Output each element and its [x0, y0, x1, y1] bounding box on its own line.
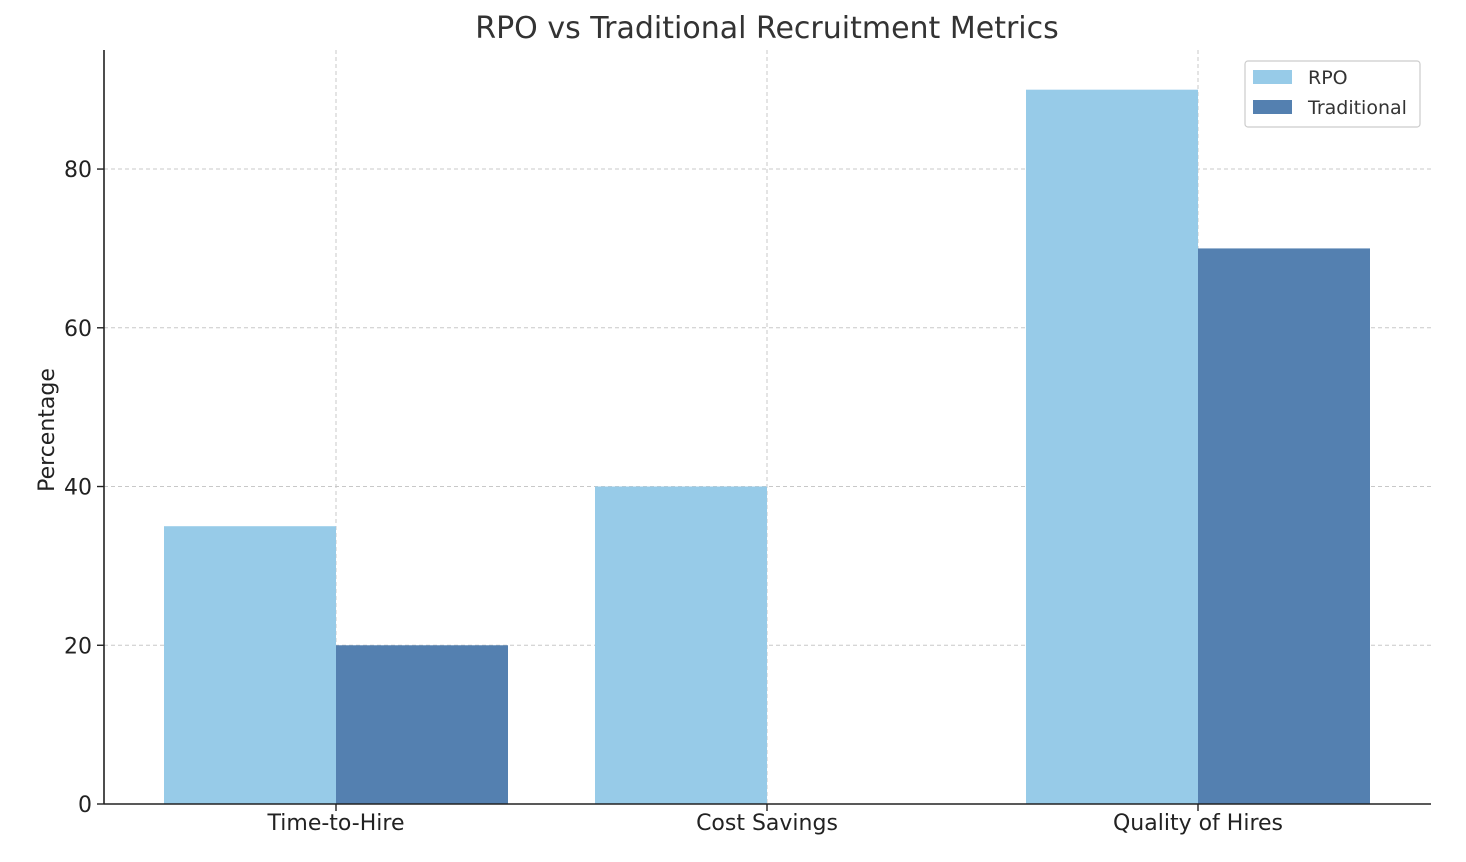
y-tick-label: 0 [78, 793, 92, 818]
legend-label-rpo: RPO [1308, 67, 1348, 89]
bar-traditional-time-to-hire [336, 645, 508, 804]
bar-rpo-cost-savings [595, 486, 767, 804]
tick-labels: 0 20 40 60 80 Time-to-Hire Cost Savings Quality… [64, 158, 1283, 836]
y-tick-label: 80 [64, 158, 92, 183]
y-tick-label: 40 [64, 476, 92, 501]
y-tick-label: 20 [64, 634, 92, 659]
x-tick-label: Time-to-Hire [267, 811, 405, 836]
bar-rpo-quality-of-hires [1026, 89, 1198, 805]
legend-swatch-traditional [1253, 100, 1292, 114]
axes [97, 50, 1431, 811]
x-tick-label: Cost Savings [696, 811, 838, 836]
legend: RPO Traditional [1244, 60, 1421, 128]
legend-label-traditional: Traditional [1307, 97, 1407, 119]
bar-traditional-quality-of-hires [1198, 248, 1370, 805]
legend-swatch-rpo [1253, 70, 1292, 84]
x-tick-label: Quality of Hires [1113, 811, 1283, 836]
bar-rpo-time-to-hire [164, 526, 336, 804]
y-tick-label: 60 [64, 317, 92, 342]
bars [164, 89, 1370, 805]
y-axis-label: Percentage [35, 368, 60, 492]
chart-title: RPO vs Traditional Recruitment Metrics [475, 11, 1059, 46]
